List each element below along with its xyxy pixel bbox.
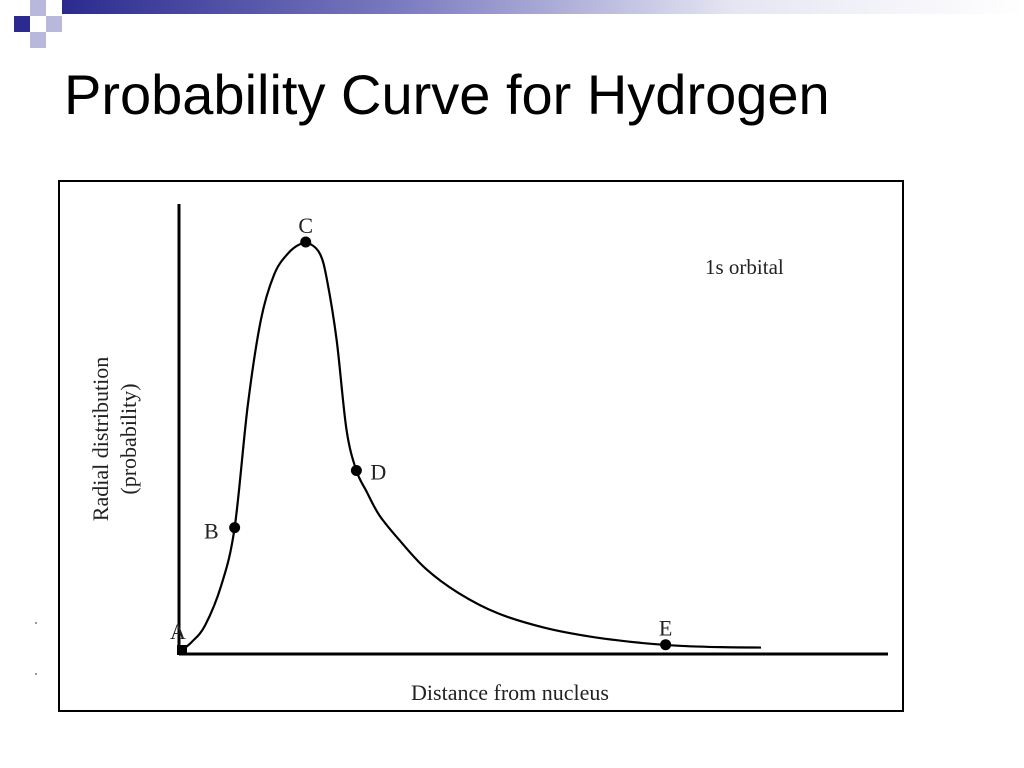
chart-frame: A B C D E 1s orbital Distance from nucleus R… [58, 180, 904, 712]
slide-decoration [0, 0, 1024, 48]
y-axis-label-line2: (probability) [116, 383, 141, 494]
x-axis-label: Distance from nucleus [411, 680, 609, 705]
orbital-annotation: 1s orbital [705, 255, 784, 279]
labeled-points: A B C D E [170, 213, 672, 655]
y-axis-label-group: Radial distribution (probability) [88, 357, 141, 521]
point-label-b: B [204, 519, 219, 544]
decoration-square [46, 16, 62, 32]
point-marker-e [660, 639, 672, 651]
point-marker-c [300, 236, 312, 248]
point-marker-a [177, 645, 187, 655]
point-marker-d [350, 464, 362, 476]
stray-dot [35, 673, 37, 675]
decoration-square [30, 32, 46, 48]
point-marker-b [229, 522, 241, 534]
stray-dot [35, 622, 37, 624]
radial-distribution-chart: A B C D E 1s orbital Distance from nucleus R… [88, 204, 888, 705]
y-axis-label-line1: Radial distribution [88, 357, 113, 521]
point-label-c: C [298, 213, 313, 238]
decoration-square [14, 16, 30, 32]
decoration-gradient-line [62, 0, 1024, 14]
decoration-square [30, 0, 46, 16]
point-label-e: E [659, 616, 672, 641]
probability-curve [181, 241, 762, 651]
point-label-a: A [170, 619, 186, 644]
point-label-d: D [370, 459, 386, 484]
slide-title: Probability Curve for Hydrogen [64, 63, 830, 126]
